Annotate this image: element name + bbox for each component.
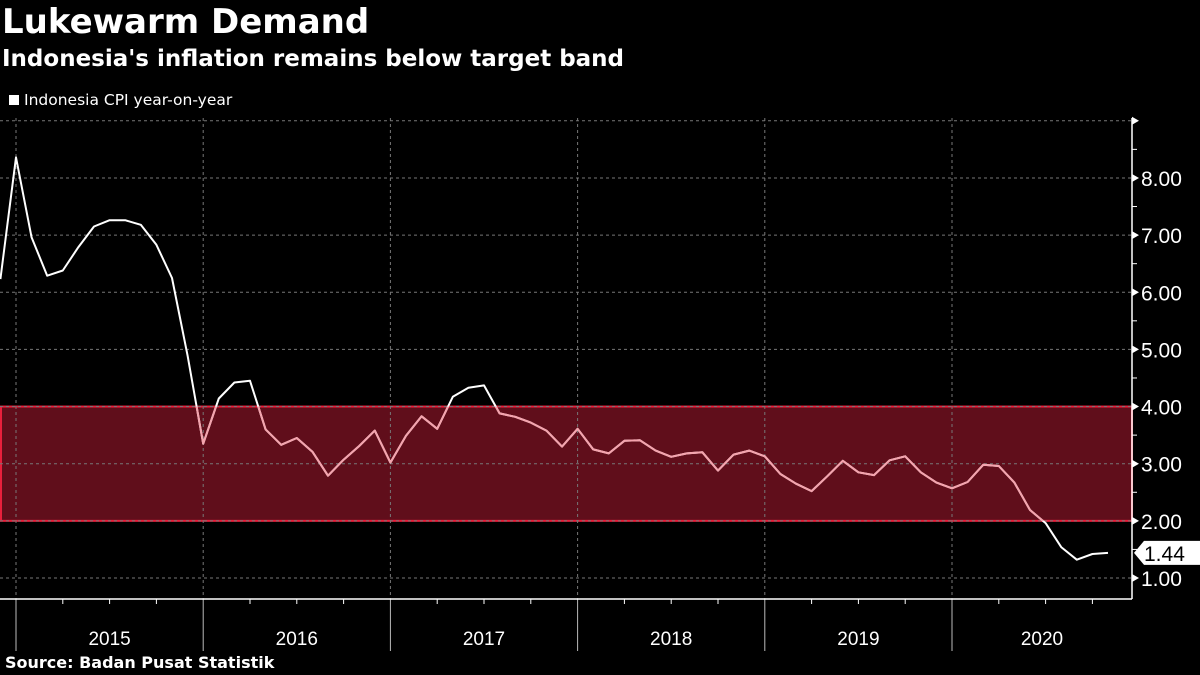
last-value-badge bbox=[1134, 540, 1200, 565]
y-tick-label: 3.00 bbox=[1141, 454, 1182, 477]
x-tick-label: 2020 bbox=[1021, 629, 1063, 650]
y-tick-label: 1.00 bbox=[1141, 568, 1182, 591]
y-tick-arrow bbox=[1132, 231, 1139, 240]
y-tick-arrow bbox=[1132, 402, 1139, 411]
y-tick-arrow bbox=[1132, 173, 1139, 182]
y-tick-arrow bbox=[1132, 459, 1139, 468]
chart-subtitle: Indonesia's inflation remains below targ… bbox=[2, 46, 625, 72]
legend-swatch bbox=[9, 95, 19, 105]
y-tick-label: 5.00 bbox=[1141, 339, 1182, 362]
cpi-series-line-in-band bbox=[195, 406, 1045, 521]
x-tick-label: 2018 bbox=[650, 629, 692, 650]
last-value-label: 1.44 bbox=[1144, 543, 1185, 566]
y-tick-label: 7.00 bbox=[1141, 225, 1182, 248]
y-tick-arrow bbox=[1132, 116, 1139, 125]
source-note: Source: Badan Pusat Statistik bbox=[5, 653, 275, 672]
x-tick-label: 2016 bbox=[276, 629, 318, 650]
x-tick-label: 2019 bbox=[837, 629, 879, 650]
chart-title: Lukewarm Demand bbox=[2, 2, 370, 42]
y-tick-arrow bbox=[1132, 516, 1139, 525]
y-tick-label: 6.00 bbox=[1141, 282, 1182, 305]
y-tick-arrow bbox=[1132, 288, 1139, 297]
legend-label: Indonesia CPI year-on-year bbox=[24, 91, 233, 109]
y-tick-label: 2.00 bbox=[1141, 511, 1182, 534]
x-tick-label: 2015 bbox=[88, 629, 130, 650]
x-tick-label: 2017 bbox=[463, 629, 505, 650]
y-tick-label: 4.00 bbox=[1141, 397, 1182, 420]
y-tick-label: 8.00 bbox=[1141, 168, 1182, 191]
y-tick-arrow bbox=[1132, 345, 1139, 354]
y-tick-arrow bbox=[1132, 574, 1139, 582]
legend: Indonesia CPI year-on-year bbox=[9, 90, 232, 110]
